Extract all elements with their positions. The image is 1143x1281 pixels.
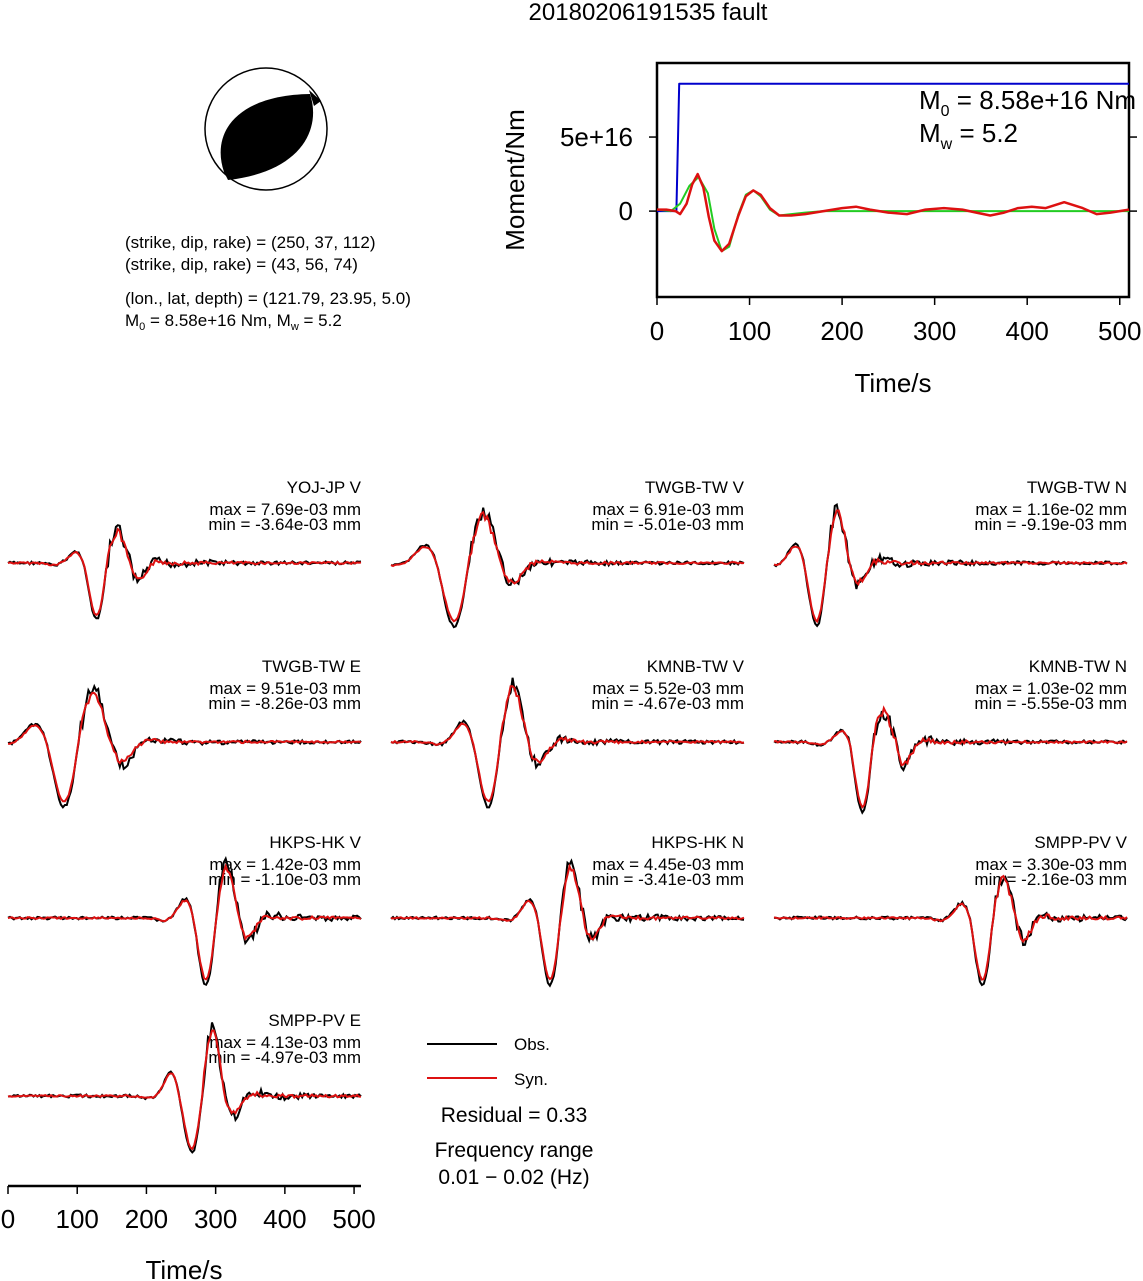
moment-chart: Moment/Nm Time/s M0 = 8.58e+16 Nm Mw = 5… (500, 61, 1141, 398)
max-amplitude-label: max = 1.42e-03 mm (209, 855, 361, 874)
min-amplitude-label: min = -3.41e-03 mm (591, 870, 744, 889)
waveform-xtick-label: 0 (1, 1204, 15, 1234)
synthetic-trace (390, 510, 745, 623)
min-amplitude-label: min = -9.19e-03 mm (974, 515, 1127, 534)
synthetic-trace (7, 862, 362, 981)
synthetic-trace (7, 691, 362, 803)
moment-ytick-label: 5e+16 (560, 122, 633, 152)
max-amplitude-label: max = 6.91e-03 mm (592, 500, 744, 519)
waveform-xtick-label: 100 (56, 1204, 99, 1234)
max-amplitude-label: max = 1.16e-02 mm (975, 500, 1127, 519)
legend-obs-label: Obs. (514, 1035, 550, 1054)
synthetic-trace (390, 863, 745, 981)
synthetic-trace (390, 685, 745, 803)
beachball-icon (204, 67, 328, 191)
station-label: HKPS-HK N (651, 833, 744, 852)
mw-annotation: Mw = 5.2 (919, 118, 1018, 153)
station-label: TWGB-TW E (262, 657, 361, 676)
figure-title: 20180206191535 fault (529, 0, 768, 26)
station-label: KMNB-TW N (1029, 657, 1127, 676)
min-amplitude-label: min = -3.64e-03 mm (208, 515, 361, 534)
synthetic-trace (773, 705, 1128, 809)
waveform-xtick-label: 200 (125, 1204, 168, 1234)
waveform-xlabel: Time/s (145, 1255, 222, 1281)
moment-series-line (657, 172, 1130, 253)
moment-xlabel: Time/s (854, 368, 931, 398)
observed-trace (390, 507, 745, 629)
station-label: HKPS-HK V (269, 833, 361, 852)
moment-xtick-label: 400 (1006, 316, 1049, 346)
min-amplitude-label: min = -5.01e-03 mm (591, 515, 744, 534)
residual-text: Residual = 0.33 (441, 1104, 588, 1127)
waveform-xtick-label: 500 (332, 1204, 375, 1234)
legend-syn-label: Syn. (514, 1070, 548, 1089)
min-amplitude-label: min = -5.55e-03 mm (974, 694, 1127, 713)
synthetic-trace (7, 527, 362, 617)
station-label: TWGB-TW N (1027, 478, 1127, 497)
max-amplitude-label: max = 3.30e-03 mm (975, 855, 1127, 874)
frequency-value: 0.01 − 0.02 (Hz) (438, 1166, 589, 1189)
moment-xtick-label: 0 (650, 316, 664, 346)
observed-trace (773, 875, 1128, 987)
moment-xtick-label: 200 (820, 316, 863, 346)
station-label: SMPP-PV E (268, 1011, 361, 1030)
observed-trace (7, 524, 362, 620)
observed-trace (390, 858, 745, 988)
max-amplitude-label: max = 4.45e-03 mm (592, 855, 744, 874)
m0-annotation: M0 = 8.58e+16 Nm (919, 85, 1136, 120)
waveform-xtick-label: 300 (194, 1204, 237, 1234)
waveform-xtick-label: 400 (263, 1204, 306, 1234)
min-amplitude-label: min = -4.67e-03 mm (591, 694, 744, 713)
moment-plot-frame (655, 61, 1131, 299)
waveform-time-axis: Time/s 0 100 200 300 400 500 (1, 1184, 376, 1281)
min-amplitude-label: min = -1.10e-03 mm (208, 870, 361, 889)
legend: Obs. Syn. Residual = 0.33 Frequency rang… (427, 1035, 593, 1189)
moment-xtick-label: 100 (728, 316, 771, 346)
min-amplitude-label: min = -2.16e-03 mm (974, 870, 1127, 889)
moment-text: M0 = 8.58e+16 Nm, Mw = 5.2 (125, 311, 342, 333)
min-amplitude-label: min = -4.97e-03 mm (208, 1048, 361, 1067)
synthetic-trace (7, 1029, 361, 1151)
location-text: (lon., lat, depth) = (121.79, 23.95, 5.0… (125, 289, 411, 308)
max-amplitude-label: max = 9.51e-03 mm (209, 679, 361, 698)
min-amplitude-label: min = -8.26e-03 mm (208, 694, 361, 713)
max-amplitude-label: max = 5.52e-03 mm (592, 679, 744, 698)
nodal-plane-1: (strike, dip, rake) = (250, 37, 112) (125, 233, 376, 252)
synthetic-trace (773, 874, 1128, 981)
station-label: KMNB-TW V (647, 657, 745, 676)
synthetic-trace (773, 509, 1128, 624)
max-amplitude-label: max = 7.69e-03 mm (209, 500, 361, 519)
nodal-plane-2: (strike, dip, rake) = (43, 56, 74) (125, 255, 358, 274)
moment-ylabel: Moment/Nm (500, 109, 530, 251)
observed-trace (773, 710, 1128, 815)
frequency-title: Frequency range (435, 1139, 594, 1162)
moment-xtick-label: 300 (913, 316, 956, 346)
moment-xtick-label: 500 (1098, 316, 1141, 346)
moment-ytick-label: 0 (619, 196, 633, 226)
station-label: YOJ-JP V (287, 478, 362, 497)
max-amplitude-label: max = 1.03e-02 mm (975, 679, 1127, 698)
station-label: TWGB-TW V (645, 478, 745, 497)
max-amplitude-label: max = 4.13e-03 mm (209, 1033, 361, 1052)
station-label: SMPP-PV V (1034, 833, 1127, 852)
